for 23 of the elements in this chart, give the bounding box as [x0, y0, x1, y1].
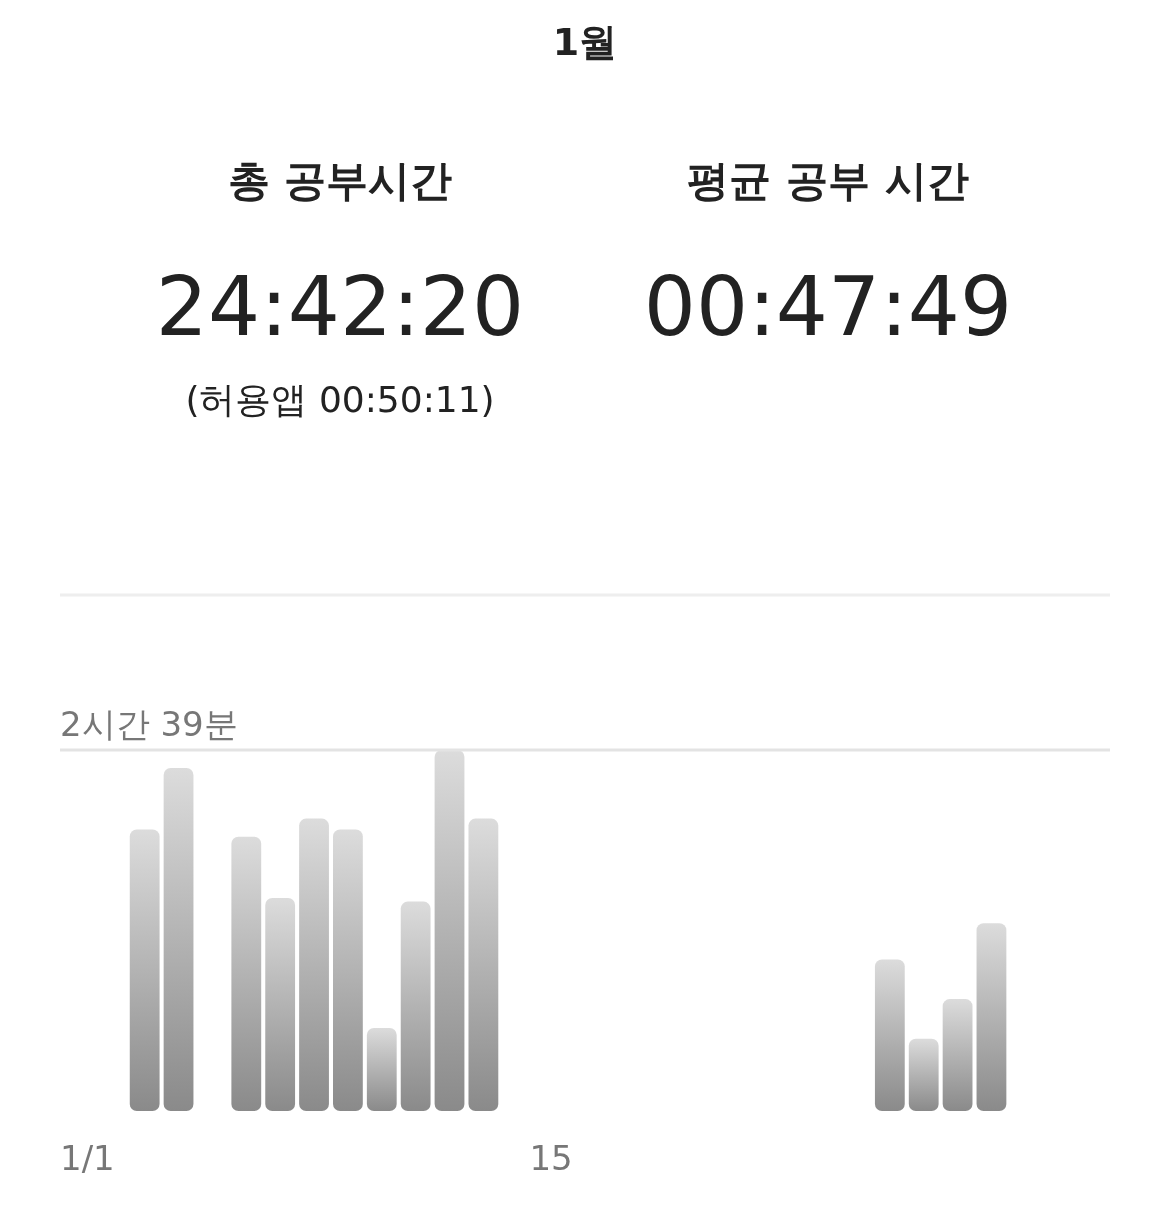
- x-tick-label: 1/1: [60, 1138, 115, 1178]
- bar: [129, 829, 160, 1111]
- bar: [942, 999, 973, 1111]
- text: (허용앱 00:50:11): [185, 379, 495, 420]
- bar: [333, 829, 363, 1111]
- bar: [468, 818, 499, 1111]
- bar: [400, 901, 431, 1111]
- bar: [265, 898, 296, 1111]
- bar: [231, 836, 262, 1111]
- bar: [163, 768, 194, 1111]
- chart-title: 1월: [552, 20, 618, 64]
- text: 평균 공부 시간: [687, 156, 969, 205]
- bar: [908, 1038, 939, 1111]
- ref-line-label: 2시간 39분: [60, 704, 238, 744]
- text: 24:42:20: [155, 259, 525, 354]
- text: 00:47:49: [643, 259, 1013, 354]
- bar: [366, 1027, 397, 1111]
- bar: [976, 923, 1007, 1111]
- bar: [434, 750, 465, 1111]
- bar: [874, 959, 905, 1111]
- text: 총 공부시간: [227, 156, 453, 205]
- x-tick-label: 15: [529, 1138, 573, 1178]
- bar: [299, 818, 329, 1111]
